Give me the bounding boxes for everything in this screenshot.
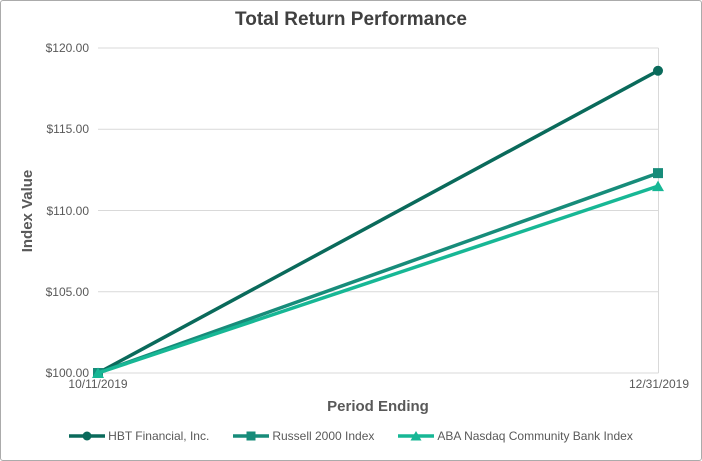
series-line-russell-2000-index xyxy=(97,171,659,375)
legend-square-marker-icon xyxy=(233,431,270,441)
series-marker-circle-hbt-financial-inc xyxy=(653,65,663,76)
legend-label-aba-nasdaq-community-bank-index: ABA Nasdaq Community Bank Index xyxy=(437,429,633,443)
x-tick-label-start: 10/11/2019 xyxy=(68,377,128,391)
legend-label-russell-2000-index: Russell 2000 Index xyxy=(272,429,375,443)
y-tick-label-115: $115.00 xyxy=(46,122,90,137)
legend-circle-marker-icon xyxy=(69,431,106,441)
series-line-aba-nasdaq-community-bank-index xyxy=(97,184,659,375)
chart-title: Total Return Performance xyxy=(235,9,467,30)
series-marker-triangle-aba-nasdaq-community-bank-index-legend xyxy=(410,431,422,441)
series-marker-triangle-aba-nasdaq-community-bank-index xyxy=(652,180,664,192)
series-marker-triangle-aba-nasdaq-community-bank-index xyxy=(92,367,104,378)
x-axis-title: Period Ending xyxy=(327,398,429,415)
series-marker-circle-hbt-financial-inc-legend xyxy=(82,431,92,441)
legend-triangle-marker-icon xyxy=(398,431,435,441)
x-tick-label-end: 12/31/2019 xyxy=(628,377,690,391)
series-line-hbt-financial-inc xyxy=(97,69,659,375)
series-marker-square-russell-2000-index-legend xyxy=(246,431,256,441)
y-axis-title: Index Value xyxy=(19,169,36,253)
series-marker-square-russell-2000-index xyxy=(653,168,663,179)
legend: HBT Financial, Inc. Russell 2000 Index ABA… xyxy=(1,429,701,443)
y-tick-label-120: $120.00 xyxy=(45,41,89,55)
y-tick-label-110: $110.00 xyxy=(46,203,90,218)
y-tick-label-105: $105.00 xyxy=(45,284,89,299)
y-tick-label-100: $100.00 xyxy=(45,366,89,380)
legend-item-aba-nasdaq-community-bank-index: ABA Nasdaq Community Bank Index xyxy=(398,429,633,443)
legend-label-hbt-financial-inc: HBT Financial, Inc. xyxy=(108,429,210,443)
legend-item-hbt-financial-inc: HBT Financial, Inc. xyxy=(69,429,209,443)
legend-item-russell-2000-index: Russell 2000 Index xyxy=(233,429,374,443)
